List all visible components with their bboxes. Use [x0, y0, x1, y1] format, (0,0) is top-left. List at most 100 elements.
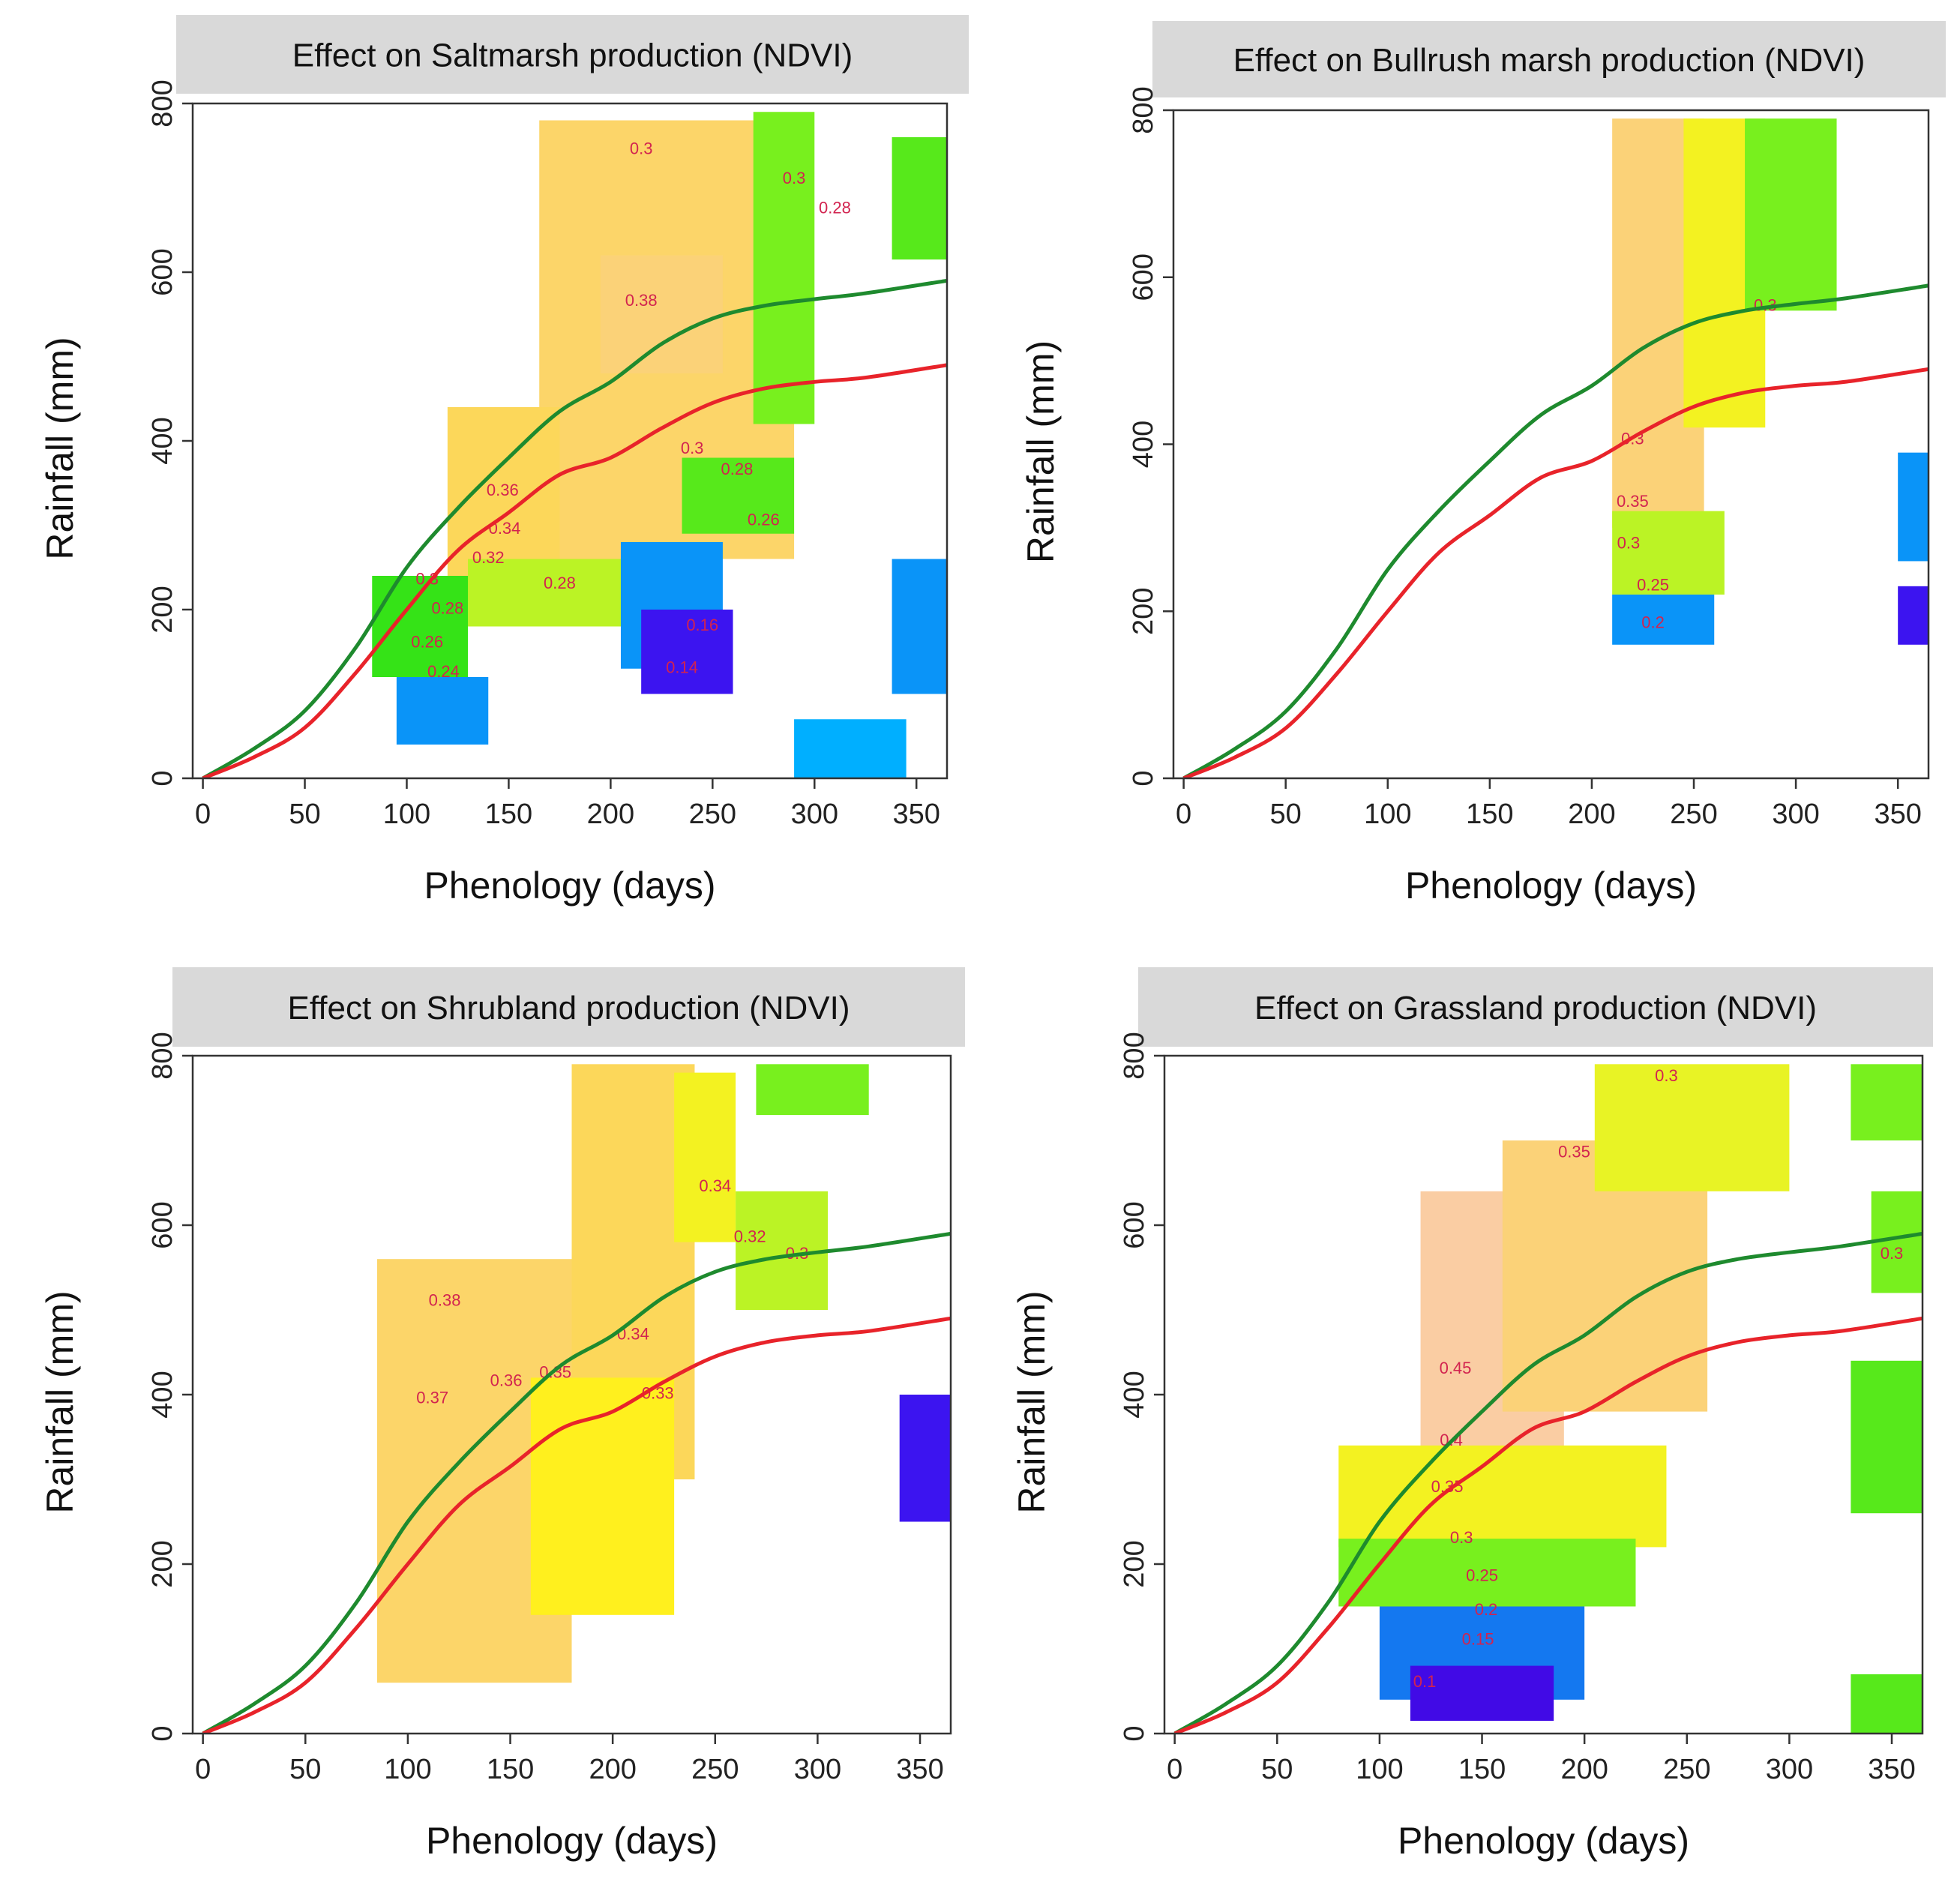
y-tick-label: 0: [1128, 770, 1159, 786]
surface-cell: [753, 112, 815, 424]
x-tick-label: 200: [1568, 799, 1615, 830]
contour-label: 0.14: [666, 658, 698, 676]
contour-label: 0.3: [1617, 534, 1641, 553]
x-tick-label: 300: [791, 799, 838, 830]
red-rainfall-curve: [1173, 1316, 1923, 1734]
contour-label: 0.35: [1617, 492, 1649, 511]
green-rainfall-curve: [202, 278, 947, 778]
x-tick-label: 250: [1670, 799, 1717, 830]
x-axis-label: Phenology (days): [1398, 1820, 1689, 1862]
x-tick-label: 150: [485, 799, 532, 830]
panel-3: Effect on Shrubland production (NDVI) 0.3…: [39, 967, 965, 1862]
surface-cell: [1898, 452, 1929, 562]
x-tick-label: 300: [1766, 1754, 1813, 1785]
surface-cell: [1612, 594, 1715, 645]
green-rainfall-curve: [202, 1231, 951, 1734]
surface-cell: [1594, 1064, 1790, 1191]
contour-label: 0.28: [721, 460, 754, 478]
contour-label: 0.2: [1475, 1600, 1498, 1619]
x-axis-label: Phenology (days): [424, 865, 715, 907]
contour-label: 0.3: [681, 439, 704, 457]
x-tick-label: 250: [1663, 1754, 1710, 1785]
contour-label: 0.2: [1641, 613, 1665, 632]
x-tick-label: 0: [1167, 1754, 1182, 1785]
red-rainfall-curve: [202, 1316, 951, 1734]
y-tick-label: 800: [1119, 1032, 1150, 1079]
y-tick-label: 200: [1128, 588, 1159, 635]
contour-label: 0.45: [1440, 1359, 1472, 1377]
x-axis-label: Phenology (days): [1405, 865, 1697, 907]
y-tick-label: 200: [147, 1540, 178, 1587]
surface-cell: [736, 1191, 829, 1310]
contour-label: 0.28: [819, 198, 851, 217]
surface-cell: [794, 719, 907, 778]
x-axis-label: Phenology (days): [426, 1820, 718, 1862]
red-rainfall-curve: [202, 363, 947, 778]
chart-title: Effect on Saltmarsh production (NDVI): [292, 37, 853, 74]
red-rainfall-curve: [1182, 367, 1929, 778]
contour-label: 0.25: [1637, 575, 1669, 594]
y-tick-label: 400: [147, 1371, 178, 1418]
title-banner: [1152, 21, 1946, 97]
y-axis-label: Rainfall (mm): [1011, 1290, 1053, 1513]
y-tick-label: 600: [1128, 253, 1159, 301]
contour-label: 0.34: [699, 1176, 731, 1195]
surface-cell: [892, 559, 947, 694]
surface-cell: [682, 457, 795, 534]
surface-cell: [600, 255, 723, 373]
green-rainfall-curve: [1173, 1231, 1923, 1734]
x-tick-label: 50: [289, 799, 320, 830]
plot-area: 0.30.350.30.250.20.3: [1182, 118, 1929, 778]
y-tick-label: 200: [1119, 1540, 1150, 1587]
x-tick-label: 250: [691, 1754, 739, 1785]
contour-label: 0.16: [686, 616, 718, 634]
x-tick-label: 350: [1868, 1754, 1915, 1785]
green-rainfall-curve: [1182, 283, 1929, 778]
y-axis-label: Rainfall (mm): [39, 337, 81, 559]
x-tick-label: 200: [589, 1754, 636, 1785]
surface-cell: [899, 1395, 951, 1522]
x-tick-label: 250: [689, 799, 736, 830]
chart-title: Effect on Grassland production (NDVI): [1254, 990, 1817, 1026]
plot-area: 0.30.350.450.40.350.30.250.20.150.10.3: [1173, 1064, 1923, 1734]
x-tick-label: 150: [1458, 1754, 1506, 1785]
title-banner: [172, 967, 965, 1047]
chart-title: Effect on Shrubland production (NDVI): [287, 990, 850, 1026]
x-tick-label: 350: [896, 1754, 943, 1785]
panel-1: Effect on Saltmarsh production (NDVI) 0.3…: [39, 15, 969, 907]
x-tick-label: 50: [1261, 1754, 1293, 1785]
surface-cell: [1851, 1360, 1923, 1514]
x-tick-label: 100: [1364, 799, 1411, 830]
contour-label: 0.3: [783, 169, 806, 187]
surface-cell: [892, 137, 947, 260]
x-tick-label: 100: [384, 1754, 431, 1785]
plot-area: 0.380.370.36 0.350.340.330.340.320.3: [202, 1064, 951, 1734]
x-tick-label: 50: [289, 1754, 321, 1785]
surface-cell: [396, 677, 489, 745]
contour-label: 0.3: [1655, 1066, 1678, 1085]
surface-cell: [756, 1064, 869, 1116]
y-axis-label: Rainfall (mm): [1020, 340, 1062, 563]
surface-cell: [1338, 1539, 1636, 1607]
contour-label: 0.36: [487, 481, 519, 499]
contour-label: 0.38: [429, 1290, 461, 1309]
surface-cell: [674, 1072, 736, 1242]
contour-label: 0.37: [416, 1388, 448, 1407]
y-tick-label: 200: [147, 586, 178, 633]
y-tick-label: 0: [147, 770, 178, 786]
contour-label: 0.1: [1413, 1672, 1437, 1691]
contour-label: 0.35: [1558, 1143, 1590, 1161]
contour-label: 0.24: [427, 662, 460, 681]
contour-label: 0.28: [431, 599, 463, 618]
contour-label: 0.26: [748, 511, 780, 529]
chart-title: Effect on Bullrush marsh production (NDV…: [1233, 42, 1866, 79]
surface-cell: [1851, 1674, 1923, 1734]
y-tick-label: 400: [147, 417, 178, 464]
y-tick-label: 400: [1119, 1371, 1150, 1418]
x-tick-label: 0: [195, 1754, 211, 1785]
x-tick-label: 200: [1560, 1754, 1608, 1785]
y-tick-label: 800: [147, 79, 178, 127]
contour-label: 0.28: [544, 574, 576, 592]
x-tick-label: 200: [587, 799, 634, 830]
